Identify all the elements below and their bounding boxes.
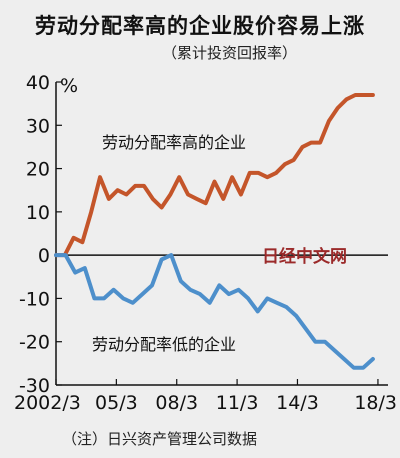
series-line-high <box>54 93 375 258</box>
y-tick-label: -20 <box>19 332 50 354</box>
chart-axes <box>55 82 388 386</box>
x-tick-label: 14/3 <box>276 392 319 414</box>
x-tick-label: 2002/3 <box>14 392 81 414</box>
y-tick-label: 30 <box>26 115 50 137</box>
watermark: 日经中文网 <box>262 246 347 267</box>
y-tick-label: 40 <box>26 72 50 94</box>
x-tick-label: 11/3 <box>216 392 259 414</box>
x-tick-label: 05/3 <box>95 392 138 414</box>
y-tick-label: 20 <box>26 159 50 181</box>
series-label-low: 劳动分配率低的企业 <box>92 335 236 354</box>
y-tick-label: -10 <box>19 288 50 310</box>
chart-title: 劳动分配率高的企业股价容易上涨 <box>35 14 365 38</box>
y-tick-label: 0 <box>38 245 50 267</box>
chart-series <box>54 93 375 370</box>
chart-subtitle: （累计投资回报率） <box>162 44 298 62</box>
x-tick-label: 08/3 <box>155 392 198 414</box>
y-tick-label: -30 <box>19 375 50 397</box>
series-label-high: 劳动分配率高的企业 <box>102 133 246 152</box>
y-unit-label: % <box>60 75 78 97</box>
source-note: （注）日兴资产管理公司数据 <box>62 430 258 448</box>
series-line-low <box>54 253 375 370</box>
x-tick-label: 18/3 <box>354 392 397 414</box>
y-tick-label: 10 <box>26 202 50 224</box>
